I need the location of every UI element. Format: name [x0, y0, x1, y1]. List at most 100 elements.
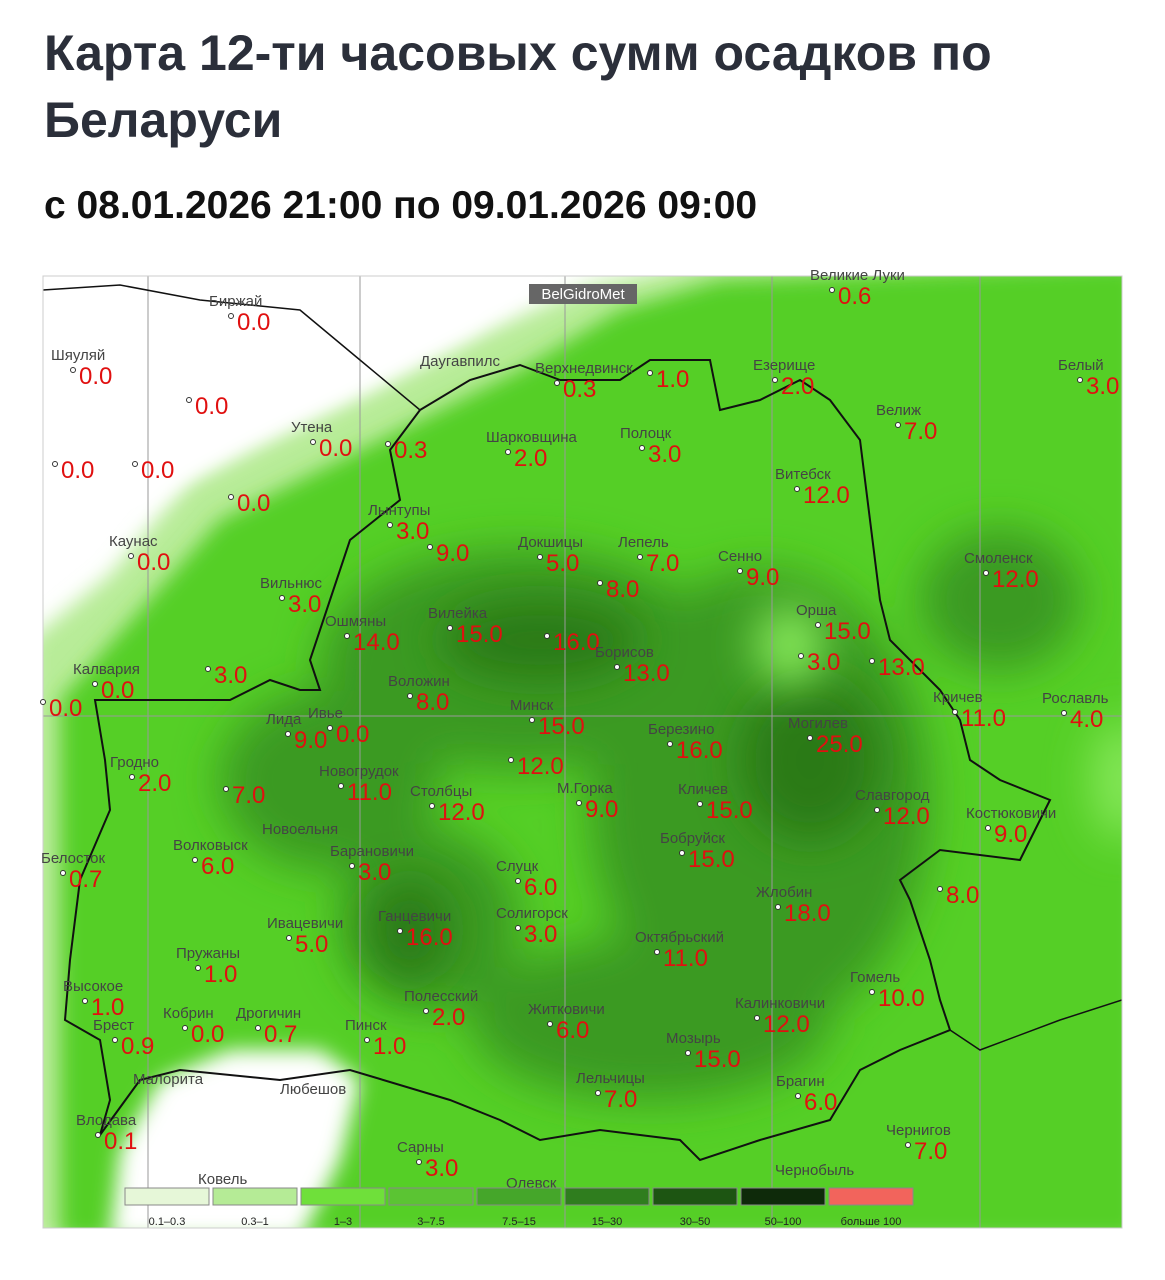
station-dot — [344, 633, 350, 639]
station-name: Рославль — [1042, 690, 1109, 707]
station-dot — [223, 786, 229, 792]
station-value: 3.0 — [214, 662, 247, 689]
station-dot — [228, 313, 234, 319]
station-value: 15.0 — [688, 846, 735, 873]
station-dot — [515, 925, 521, 931]
station-dot — [815, 622, 821, 628]
station-value: 2.0 — [138, 770, 171, 797]
station-dot — [775, 904, 781, 910]
station-dot — [614, 664, 620, 670]
station-value: 16.0 — [676, 737, 723, 764]
station-dot — [737, 568, 743, 574]
badge: BelGidroMet — [541, 286, 625, 303]
legend-swatch — [828, 1187, 914, 1206]
legend-swatch — [212, 1187, 298, 1206]
station-dot — [423, 1008, 429, 1014]
legend-label: больше 100 — [841, 1216, 902, 1228]
station-value: 6.0 — [201, 853, 234, 880]
station-name: Полоцк — [620, 425, 672, 442]
subtitle: с 08.01.2026 21:00 по 09.01.2026 09:00 — [44, 184, 758, 227]
station-value: 9.0 — [294, 727, 327, 754]
station-dot — [829, 287, 835, 293]
station-value: 3.0 — [396, 518, 429, 545]
station-name: Орша — [796, 602, 837, 619]
station-value: 3.0 — [425, 1155, 458, 1182]
station-dot — [112, 1037, 118, 1043]
station-dot — [132, 461, 138, 467]
station-dot — [685, 1050, 691, 1056]
station-value: 12.0 — [438, 799, 485, 826]
station-dot — [505, 449, 511, 455]
legend-swatch — [388, 1187, 474, 1206]
legend-swatch — [476, 1187, 562, 1206]
station-dot — [983, 570, 989, 576]
station-dot — [95, 1132, 101, 1138]
station-value: 8.0 — [946, 882, 979, 909]
station-value: 0.3 — [394, 437, 427, 464]
station-dot — [637, 554, 643, 560]
station-name: Биржай — [209, 293, 262, 310]
station-name: Верхнедвинск — [535, 360, 633, 377]
station-dot — [1061, 710, 1067, 716]
station-name: Кличев — [678, 781, 728, 798]
station-value: 0.0 — [79, 363, 112, 390]
station-name: Гродно — [110, 754, 159, 771]
station-dot — [182, 1025, 188, 1031]
station-value: 16.0 — [406, 924, 453, 951]
station-value: 15.0 — [538, 713, 585, 740]
station-name: Славгород — [855, 787, 930, 804]
station-value: 7.0 — [914, 1138, 947, 1165]
station-name: Утена — [291, 419, 333, 436]
station-value: 6.0 — [524, 874, 557, 901]
station-name: Могилев — [788, 715, 848, 732]
station-value: 13.0 — [878, 654, 925, 681]
legend-label: 0.1–0.3 — [149, 1216, 186, 1228]
station-dot — [447, 625, 453, 631]
station-value: 14.0 — [353, 629, 400, 656]
station-dot — [639, 445, 645, 451]
station-value: 6.0 — [556, 1017, 589, 1044]
legend-label: 30–50 — [680, 1216, 711, 1228]
station-name: Столбцы — [410, 783, 472, 800]
station-name: Пружаны — [176, 945, 240, 962]
station-dot — [364, 1037, 370, 1043]
station-name: Брест — [93, 1017, 134, 1034]
station-dot — [595, 1090, 601, 1096]
station-value: 0.0 — [49, 695, 82, 722]
station-value: 8.0 — [606, 576, 639, 603]
station-dot — [679, 850, 685, 856]
station-dot — [508, 757, 514, 763]
station-dot — [385, 441, 391, 447]
station-dot — [52, 461, 58, 467]
station-name: Шарковщина — [486, 429, 577, 446]
station-name: Белосток — [41, 850, 105, 867]
station-dot — [310, 439, 316, 445]
station-dot — [427, 544, 433, 550]
legend-label: 3–7.5 — [417, 1216, 445, 1228]
station-dot — [576, 800, 582, 806]
station-value: 6.0 — [804, 1089, 837, 1116]
station-value: 3.0 — [288, 591, 321, 618]
station-dot — [60, 870, 66, 876]
place-name: Любешов — [280, 1081, 346, 1098]
station-name: Кричев — [933, 689, 983, 706]
station-value: 7.0 — [646, 550, 679, 577]
station-name: Житковичи — [528, 1001, 605, 1018]
legend-swatch — [300, 1187, 386, 1206]
station-dot — [285, 731, 291, 737]
station-dot — [798, 653, 804, 659]
station-name: Витебск — [775, 466, 831, 483]
station-dot — [1077, 377, 1083, 383]
station-name: Велиж — [876, 402, 921, 419]
station-value: 9.0 — [436, 540, 469, 567]
station-value: 13.0 — [623, 660, 670, 687]
station-dot — [279, 595, 285, 601]
station-dot — [397, 928, 403, 934]
station-dot — [697, 801, 703, 807]
station-dot — [349, 863, 355, 869]
title: Карта 12-ти часовых сумм осадков по Бела… — [44, 25, 992, 148]
station-dot — [667, 741, 673, 747]
station-name: Октябрьский — [635, 929, 724, 946]
station-value: 5.0 — [546, 550, 579, 577]
